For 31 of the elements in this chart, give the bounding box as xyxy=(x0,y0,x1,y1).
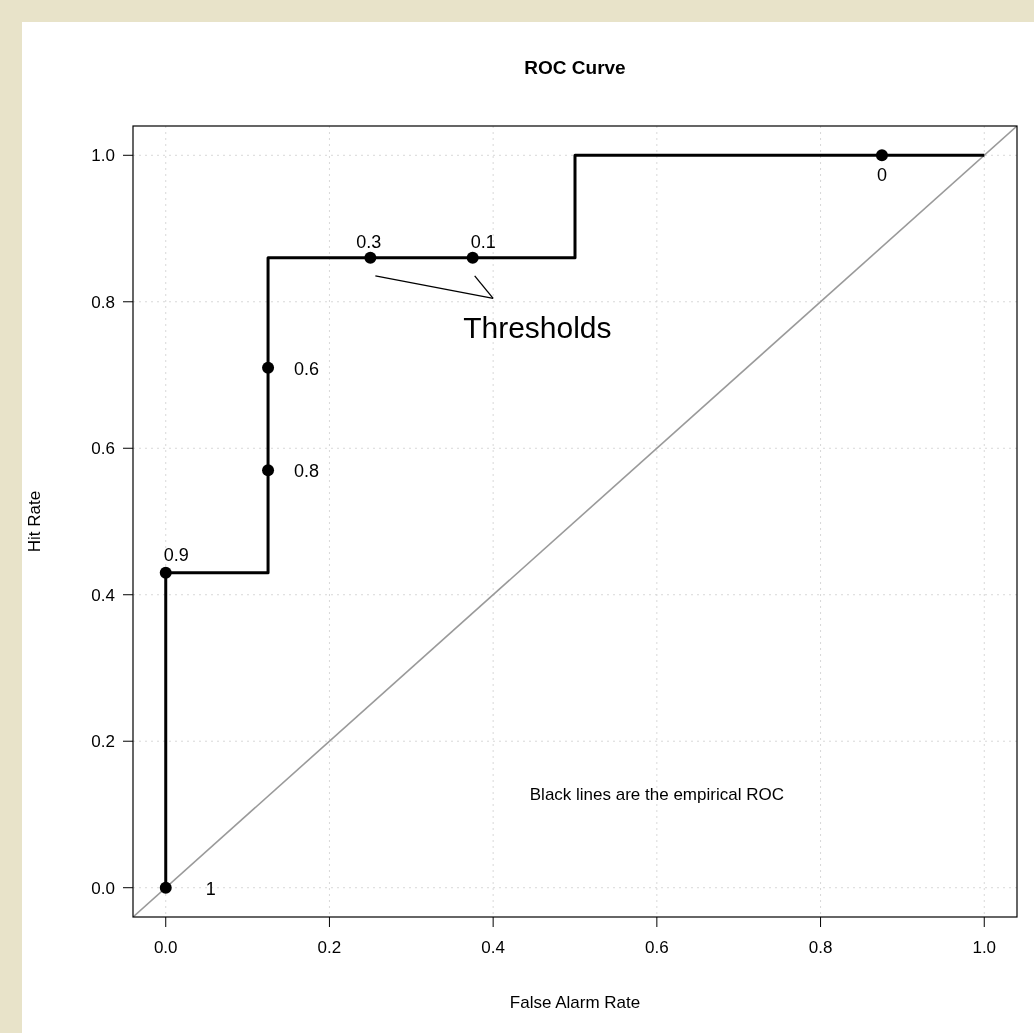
annotation: 1 xyxy=(205,878,216,899)
y-tick-label: 0.2 xyxy=(91,732,115,752)
y-axis-title: Hit Rate xyxy=(25,490,44,553)
annotation: 0.9 xyxy=(163,544,189,565)
annotation: 0.8 xyxy=(294,461,320,482)
point xyxy=(364,251,377,264)
annotation: 0.3 xyxy=(356,231,382,252)
y-tick-label: 0.6 xyxy=(91,439,115,459)
annotation: 0.6 xyxy=(294,358,320,379)
y-tick-label: 0.4 xyxy=(91,585,115,605)
y-tick-label: 0.0 xyxy=(91,878,115,898)
point xyxy=(159,881,172,894)
annotation: 0.1 xyxy=(470,231,496,252)
x-axis-title: False Alarm Rate xyxy=(509,993,641,1012)
x-tick-label: 1.0 xyxy=(972,938,997,957)
annotation: Thresholds xyxy=(463,311,612,345)
x-tick-label: 0.8 xyxy=(808,938,833,957)
x-tick-label: 0.2 xyxy=(317,938,342,957)
y-tick-label: 1.0 xyxy=(91,146,115,166)
x-tick-label: 0.6 xyxy=(645,938,669,957)
x-tick-label: 0.0 xyxy=(153,938,178,957)
chart-title: ROC Curve xyxy=(524,57,626,78)
point xyxy=(159,566,172,579)
y-tick-label: 0.8 xyxy=(91,292,115,312)
point xyxy=(262,361,275,374)
x-tick-label: 0.4 xyxy=(481,938,505,957)
point xyxy=(466,251,479,264)
annotation: 0 xyxy=(876,165,887,186)
point xyxy=(262,464,275,477)
point xyxy=(875,149,888,162)
annotation: Black lines are the empirical ROC xyxy=(529,784,784,804)
